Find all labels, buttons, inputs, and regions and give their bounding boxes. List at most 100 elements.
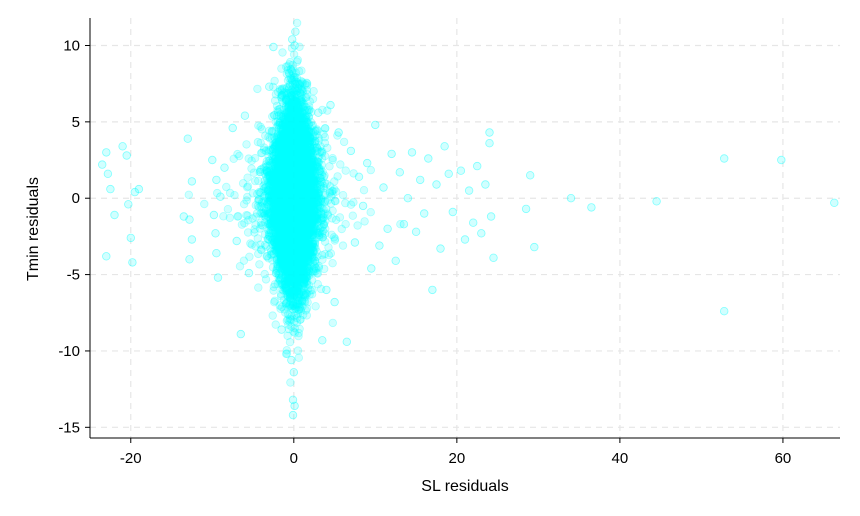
data-point (302, 221, 312, 231)
data-point (286, 202, 295, 211)
data-point (287, 203, 296, 212)
data-point (300, 190, 309, 199)
data-point (298, 142, 307, 152)
data-point (299, 183, 308, 192)
data-point (306, 164, 316, 173)
data-point (281, 211, 290, 220)
data-point (281, 130, 290, 139)
data-point (300, 251, 309, 260)
data-point (295, 214, 305, 223)
data-point (286, 113, 296, 122)
data-point (282, 210, 291, 220)
data-point (279, 184, 289, 194)
data-point (298, 215, 308, 225)
data-point (294, 214, 303, 223)
data-point (253, 201, 263, 211)
data-point (302, 126, 311, 135)
data-point (282, 148, 291, 157)
data-point (310, 177, 319, 186)
data-point (284, 185, 293, 195)
data-point (274, 142, 284, 151)
data-point (286, 205, 295, 214)
data-point (299, 147, 309, 157)
data-point (313, 214, 322, 223)
data-point (294, 205, 303, 214)
data-point (283, 202, 292, 212)
data-point (290, 205, 299, 214)
data-point (296, 214, 305, 223)
data-point (284, 134, 293, 143)
data-point (304, 210, 313, 219)
data-point (293, 150, 303, 160)
data-point (283, 136, 292, 146)
data-point (308, 219, 317, 228)
data-point (262, 168, 272, 177)
data-point (296, 258, 305, 267)
data-point (286, 197, 295, 206)
data-point (307, 157, 317, 166)
data-point (293, 222, 303, 232)
data-point (306, 209, 315, 219)
data-point (287, 232, 297, 242)
data-point (297, 288, 306, 297)
data-point (299, 181, 308, 190)
data-point (296, 158, 305, 167)
data-point (254, 283, 263, 292)
data-point (292, 122, 301, 132)
data-point (328, 318, 337, 328)
data-point (341, 198, 350, 208)
data-point (299, 193, 308, 203)
data-point (283, 148, 292, 157)
data-point (294, 191, 303, 200)
data-point (289, 173, 299, 182)
data-point (287, 208, 296, 217)
data-point (290, 149, 299, 159)
data-point (275, 191, 285, 200)
data-point (295, 196, 304, 206)
data-point (302, 117, 312, 126)
data-point (292, 174, 301, 183)
data-point (286, 233, 295, 243)
data-point (285, 220, 295, 230)
data-point (288, 137, 298, 146)
data-point (294, 104, 304, 113)
data-point (280, 176, 290, 185)
data-point (285, 288, 294, 297)
data-point (288, 134, 297, 143)
data-point (297, 227, 307, 237)
data-point (284, 142, 293, 151)
data-point (293, 182, 303, 192)
data-point (294, 174, 304, 183)
data-point (271, 202, 280, 211)
data-point (302, 179, 311, 188)
data-point (294, 227, 304, 237)
data-point (270, 206, 279, 216)
data-point (299, 248, 309, 258)
data-point (280, 208, 289, 217)
data-point (285, 186, 294, 195)
data-point (295, 108, 304, 117)
data-point (295, 324, 304, 333)
data-point (310, 164, 319, 173)
data-point (286, 135, 296, 145)
data-point (307, 230, 316, 240)
data-point (286, 378, 295, 387)
data-point (297, 208, 306, 218)
data-point (302, 161, 312, 171)
data-point (261, 242, 271, 251)
data-point (285, 240, 294, 250)
data-point (291, 155, 301, 164)
data-point (293, 207, 303, 216)
data-point (292, 148, 301, 157)
data-point (288, 244, 298, 253)
data-point (269, 187, 278, 196)
data-point (291, 121, 300, 130)
data-point (300, 279, 309, 288)
data-point (291, 156, 300, 165)
data-point (276, 207, 286, 217)
data-point (279, 203, 288, 212)
data-point (277, 217, 286, 226)
data-point (277, 167, 286, 177)
data-point (292, 273, 302, 282)
data-point (290, 185, 300, 194)
